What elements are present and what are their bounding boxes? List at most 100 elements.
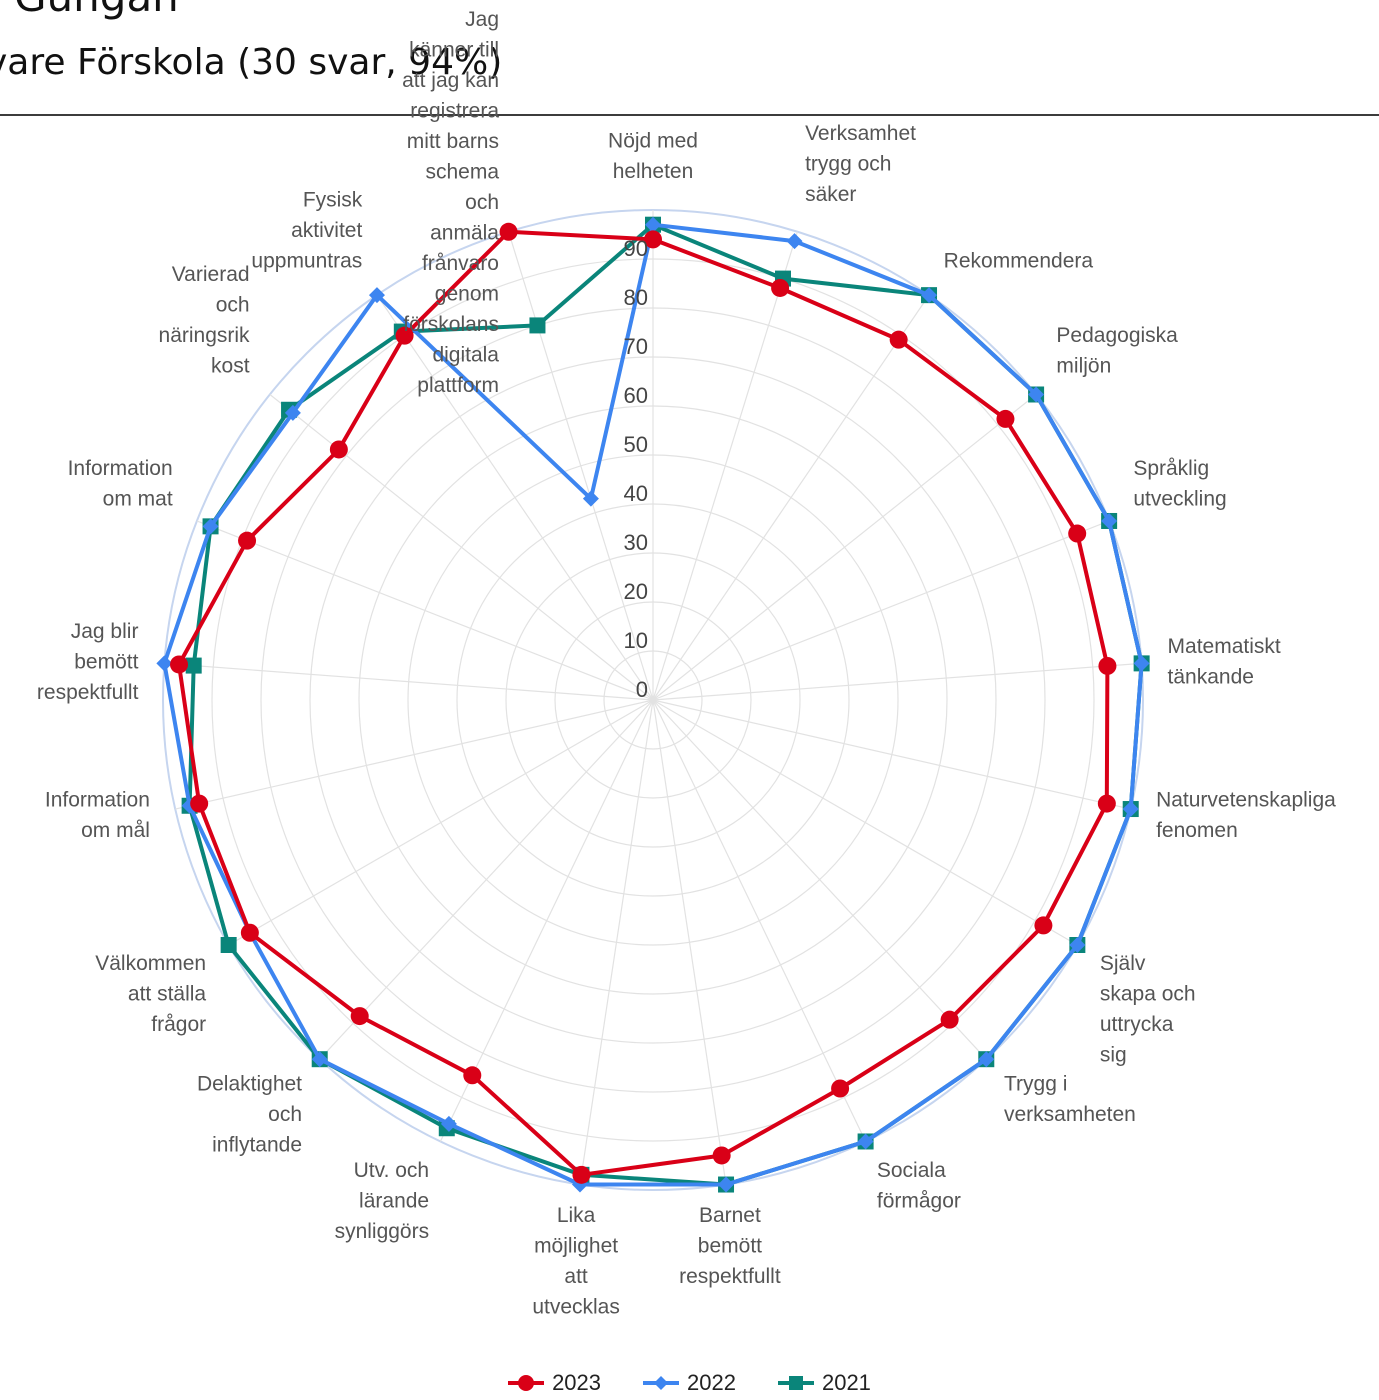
data-point-2022: [156, 655, 173, 672]
data-point-2023: [238, 531, 257, 550]
data-point-2023: [940, 1010, 959, 1029]
radar-grid: [162, 209, 1144, 1191]
tick-label: 40: [624, 481, 648, 506]
data-point-2022: [311, 1051, 328, 1068]
data-point-2023: [1098, 656, 1117, 675]
data-point-2023: [644, 230, 662, 249]
data-point-2023: [190, 794, 209, 813]
grid-spoke: [175, 699, 654, 810]
data-point-2022: [718, 1176, 735, 1193]
tick-label: 90: [624, 236, 648, 261]
data-point-2023: [1034, 916, 1053, 935]
data-point-2023: [329, 440, 348, 459]
grid-spoke: [196, 520, 654, 701]
grid-spoke: [376, 294, 654, 701]
data-point-2023: [463, 1066, 482, 1085]
grid-spoke: [579, 699, 654, 1185]
category-label: Sociala förmågor: [877, 1159, 961, 1213]
grid-spoke: [652, 699, 1078, 946]
grid-spoke: [228, 699, 654, 946]
category-label: Själv skapa och uttrycka sig: [1100, 952, 1196, 1067]
legend-item-2023: 2023: [508, 1370, 601, 1396]
category-label: Språklig utveckling: [1133, 457, 1226, 511]
grid-spoke: [507, 231, 654, 701]
data-point-2023: [712, 1146, 731, 1165]
data-point-2023: [996, 409, 1015, 428]
category-label: Verksamhet trygg och säker: [805, 122, 916, 206]
data-point-2022: [1101, 512, 1118, 529]
data-point-2022: [857, 1133, 874, 1150]
tick-label: 60: [624, 383, 648, 408]
data-point-2022: [202, 518, 219, 535]
category-label: Barnet bemött respektfullt: [679, 1204, 781, 1288]
data-point-2022: [978, 1051, 995, 1068]
data-point-2023: [350, 1007, 369, 1026]
data-point-2022: [284, 404, 301, 421]
legend-swatch-2023: [508, 1375, 545, 1391]
title-divider: [0, 114, 1379, 116]
tick-label: 0: [636, 677, 648, 702]
data-point-2021: [529, 317, 546, 334]
data-point-2022: [921, 287, 938, 304]
legend-label-2021: 2021: [821, 1370, 871, 1395]
data-point-2021: [185, 657, 202, 674]
category-label: Pedagogiska miljön: [1056, 324, 1178, 378]
category-label: Rekommendera: [944, 250, 1094, 273]
tick-label: 50: [624, 432, 648, 457]
data-point-2023: [889, 330, 908, 349]
grid-spoke: [319, 699, 654, 1060]
legend-swatch-2021: [777, 1376, 814, 1390]
legend-label-2022: 2022: [687, 1370, 736, 1395]
category-label: Information om mat: [68, 457, 173, 511]
grid-spoke: [269, 394, 654, 701]
grid-spoke: [164, 662, 654, 701]
category-labels: Nöjd med helheten Verksamhet trygg och säker…: [37, 8, 1336, 1319]
data-point-2023: [831, 1079, 850, 1098]
data-point-2022: [440, 1115, 457, 1132]
chart-legend: 2023 2022 2021: [0, 1370, 1379, 1396]
grid-spoke: [652, 699, 987, 1060]
data-point-2023: [499, 222, 518, 241]
grid-spoke: [652, 699, 867, 1142]
tick-label: 20: [624, 579, 648, 604]
grid-spoke: [652, 662, 1142, 701]
tick-label: 80: [624, 285, 648, 310]
data-point-2022: [1133, 655, 1150, 672]
legend-item-2022: 2022: [643, 1370, 736, 1396]
category-label: Delaktighet och inflytande: [197, 1072, 302, 1156]
category-label: Varierad och näringsrik kost: [159, 263, 251, 378]
data-point-2023: [170, 655, 189, 674]
grid-spoke: [652, 699, 727, 1185]
category-label: Naturvetenskapliga fenomen: [1156, 789, 1336, 843]
grid-spoke: [652, 294, 930, 701]
data-point-2022: [368, 287, 385, 304]
page-subtitle: vare Förskola (30 svar, 94%): [0, 42, 503, 83]
data-point-2023: [395, 326, 414, 345]
data-point-2023: [240, 923, 259, 942]
radar-series: [156, 216, 1150, 1193]
page-title: Gungan: [14, 0, 179, 21]
category-label: Jag känner till att jag kan registrera mitt …: [402, 8, 499, 397]
legend-item-2021: 2021: [777, 1370, 871, 1396]
grid-spoke: [652, 394, 1037, 701]
data-point-2022: [1122, 801, 1139, 818]
data-point-2023: [1097, 794, 1116, 813]
data-point-2022: [1028, 386, 1045, 403]
legend-label-2023: 2023: [552, 1370, 602, 1395]
series-line-2023: [177, 229, 1110, 1177]
tick-label: 10: [624, 628, 648, 653]
category-label: Utv. och lärande synliggörs: [335, 1159, 430, 1243]
tick-label: 70: [624, 334, 648, 359]
category-label: Lika möjlighet att utvecklas: [532, 1204, 620, 1319]
category-label: Jag blir bemött respektfullt: [37, 620, 139, 704]
grid-spoke: [652, 520, 1110, 701]
data-point-2022: [786, 233, 803, 250]
data-point-2023: [572, 1165, 591, 1184]
grid-spoke: [652, 699, 1131, 810]
category-label: Matematiskt tänkande: [1168, 635, 1281, 689]
category-label: Fysisk aktivitet uppmuntras: [251, 189, 362, 273]
radial-ticks: 0 10 20 30 40 50 60 70 80 90: [624, 236, 648, 702]
data-point-2023: [771, 278, 790, 297]
